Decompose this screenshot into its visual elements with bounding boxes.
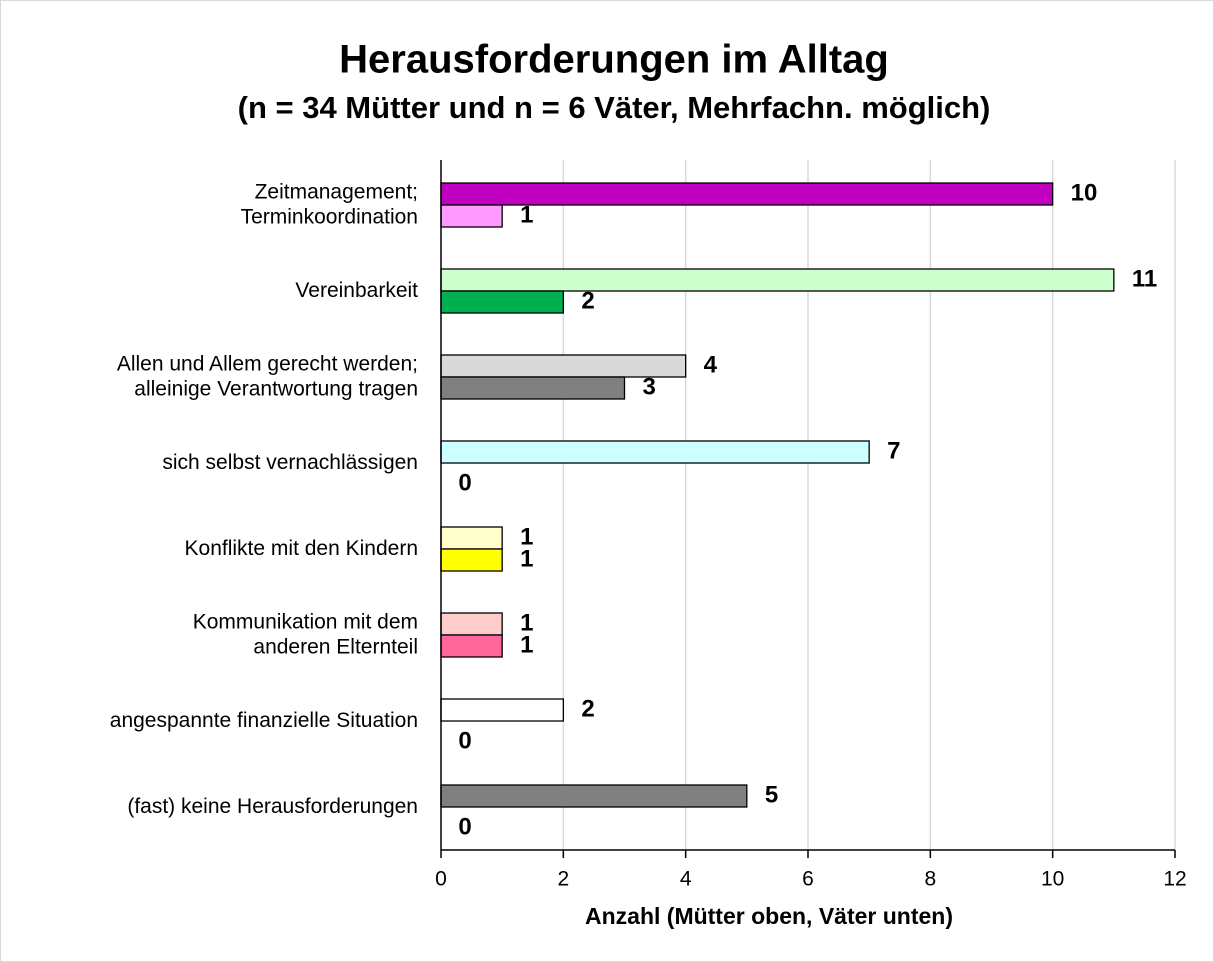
x-tick-label: 6 (802, 868, 814, 891)
data-label: 2 (581, 287, 594, 314)
y-tick-label-line: Kommunikation mit dem (193, 610, 418, 633)
x-tick-label: 12 (1163, 868, 1186, 891)
data-label: 7 (887, 437, 900, 464)
x-tick-label: 2 (557, 868, 569, 891)
bar (440, 548, 503, 572)
chart-subtitle: (n = 34 Mütter und n = 6 Väter, Mehrfach… (238, 90, 991, 125)
data-label: 0 (458, 813, 471, 840)
data-label: 1 (520, 631, 533, 658)
y-tick-label: Kommunikation mit dem anderen Elternteil (193, 610, 418, 658)
bar (440, 290, 564, 314)
y-tick-label-line: Allen und Allem gerecht werden; (117, 352, 418, 375)
y-tick-label: Vereinbarkeit (295, 279, 418, 302)
data-label: 0 (458, 727, 471, 754)
bar (440, 204, 503, 228)
bar (440, 698, 564, 722)
y-tick-label: sich selbst vernachlässigen (162, 451, 418, 474)
data-label: 3 (643, 373, 656, 400)
chart-title: Herausforderungen im Alltag (339, 38, 889, 82)
bar (440, 526, 503, 550)
y-tick-label-line: alleinige Verantwortung tragen (134, 377, 418, 400)
x-tick-label: 10 (1041, 868, 1064, 891)
y-tick-label: angespannte finanzielle Situation (110, 709, 418, 732)
y-tick-label: Allen und Allem gerecht werden; alleinige… (117, 352, 418, 400)
data-label: 1 (520, 609, 533, 636)
y-tick-label-line: angespannte finanzielle Situation (110, 709, 418, 732)
y-tick-label-line: (fast) keine Herausforderungen (127, 795, 418, 818)
data-label: 5 (765, 781, 778, 808)
data-label: 1 (520, 545, 533, 572)
bar (440, 634, 503, 658)
x-tick-label: 4 (680, 868, 692, 891)
bar (440, 440, 870, 464)
bar (440, 784, 748, 808)
bar (440, 268, 1115, 292)
data-label: 2 (581, 695, 594, 722)
x-tick-label: 0 (435, 868, 447, 891)
y-tick-label-line: anderen Elternteil (253, 635, 418, 658)
bar (440, 612, 503, 636)
data-label: 11 (1132, 265, 1157, 292)
data-label: 0 (458, 469, 471, 496)
data-label: 1 (520, 523, 533, 550)
x-axis-label: Anzahl (Mütter oben, Väter unten) (585, 903, 953, 929)
y-tick-label-line: Vereinbarkeit (295, 279, 418, 302)
data-label: 4 (704, 351, 718, 378)
y-tick-label: Konflikte mit den Kindern (185, 537, 418, 560)
y-tick-label-line: Terminkoordination (241, 205, 418, 228)
y-tick-label-line: Zeitmanagement; (255, 180, 418, 203)
y-tick-label-line: sich selbst vernachlässigen (162, 451, 418, 474)
y-tick-label: (fast) keine Herausforderungen (127, 795, 418, 818)
y-tick-label-line: Konflikte mit den Kindern (185, 537, 418, 560)
bar (440, 376, 626, 400)
y-tick-label: Zeitmanagement; Terminkoordination (241, 180, 418, 228)
data-label: 10 (1071, 179, 1098, 206)
x-tick-label: 8 (924, 868, 936, 891)
data-label: 1 (520, 201, 533, 228)
